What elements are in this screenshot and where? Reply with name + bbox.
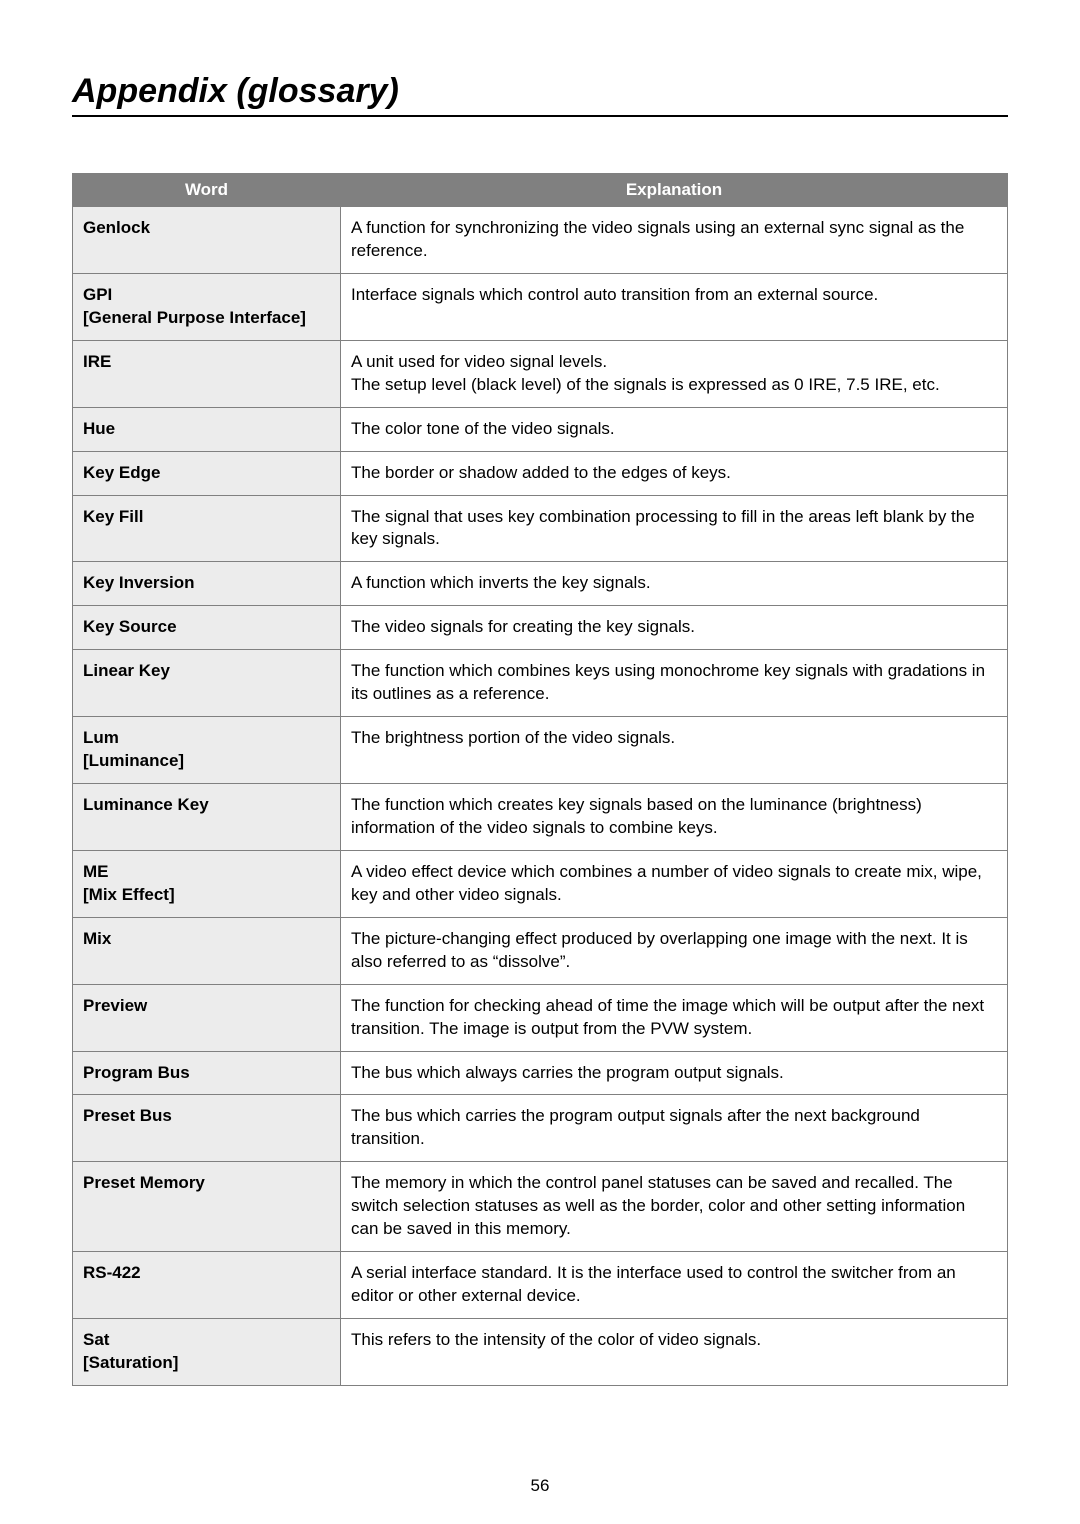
definition-cell: The bus which carries the program output… <box>341 1095 1008 1162</box>
term-cell: Key Fill <box>73 495 341 562</box>
table-row: Mix The picture-changing effect produced … <box>73 917 1008 984</box>
term-text: RS-422 <box>83 1262 330 1285</box>
term-text: Linear Key <box>83 660 330 683</box>
page-title: Appendix (glossary) <box>72 72 1008 117</box>
table-row: Preset Memory The memory in which the con… <box>73 1162 1008 1252</box>
table-row: Preview The function for checking ahead o… <box>73 984 1008 1051</box>
definition-cell: The memory in which the control panel st… <box>341 1162 1008 1252</box>
term-cell: Linear Key <box>73 650 341 717</box>
term-cell: Key Inversion <box>73 562 341 606</box>
term-text: Key Fill <box>83 506 330 529</box>
term-sub: [Mix Effect] <box>83 884 330 907</box>
term-text: Key Source <box>83 616 330 639</box>
table-row: Lum[Luminance]The brightness portion of … <box>73 717 1008 784</box>
term-text: Mix <box>83 928 330 951</box>
table-row: Preset Bus The bus which carries the prog… <box>73 1095 1008 1162</box>
table-row: IRE A unit used for video signal levels. … <box>73 340 1008 407</box>
definition-cell: A unit used for video signal levels. The… <box>341 340 1008 407</box>
definition-cell: The color tone of the video signals. <box>341 407 1008 451</box>
term-text: Genlock <box>83 217 330 240</box>
definition-cell: A serial interface standard. It is the i… <box>341 1252 1008 1319</box>
table-row: RS-422 A serial interface standard. It is… <box>73 1252 1008 1319</box>
definition-cell: The signal that uses key combination pro… <box>341 495 1008 562</box>
term-text: Preset Memory <box>83 1172 330 1195</box>
definition-cell: The function for checking ahead of time … <box>341 984 1008 1051</box>
term-text: IRE <box>83 351 330 374</box>
term-cell: Program Bus <box>73 1051 341 1095</box>
term-text: Key Edge <box>83 462 330 485</box>
term-cell: Sat[Saturation] <box>73 1319 341 1386</box>
table-row: Genlock A function for synchronizing the … <box>73 207 1008 274</box>
table-row: Hue The color tone of the video signals. <box>73 407 1008 451</box>
term-cell: GPI[General Purpose Interface] <box>73 273 341 340</box>
definition-cell: A function for synchronizing the video s… <box>341 207 1008 274</box>
term-cell: Mix <box>73 917 341 984</box>
term-cell: Preset Memory <box>73 1162 341 1252</box>
term-cell: RS-422 <box>73 1252 341 1319</box>
term-text: ME <box>83 861 330 884</box>
glossary-table: Word Explanation Genlock A function for s… <box>72 173 1008 1386</box>
definition-cell: This refers to the intensity of the colo… <box>341 1319 1008 1386</box>
term-cell: Key Edge <box>73 451 341 495</box>
term-cell: Preview <box>73 984 341 1051</box>
term-cell: Key Source <box>73 606 341 650</box>
definition-cell: Interface signals which control auto tra… <box>341 273 1008 340</box>
term-cell: ME[Mix Effect] <box>73 850 341 917</box>
table-row: Key Source The video signals for creating… <box>73 606 1008 650</box>
term-text: GPI <box>83 284 330 307</box>
term-text: Lum <box>83 727 330 750</box>
page-number: 56 <box>0 1476 1080 1496</box>
table-row: Luminance Key The function which creates … <box>73 784 1008 851</box>
term-text: Luminance Key <box>83 794 330 817</box>
table-row: Key Inversion A function which inverts th… <box>73 562 1008 606</box>
table-row: Key Edge The border or shadow added to th… <box>73 451 1008 495</box>
definition-cell: The function which combines keys using m… <box>341 650 1008 717</box>
term-sub: [Luminance] <box>83 750 330 773</box>
table-row: Linear Key The function which combines ke… <box>73 650 1008 717</box>
table-row: GPI[General Purpose Interface]Interface … <box>73 273 1008 340</box>
header-explanation: Explanation <box>341 174 1008 207</box>
term-text: Preset Bus <box>83 1105 330 1128</box>
term-cell: Luminance Key <box>73 784 341 851</box>
term-cell: IRE <box>73 340 341 407</box>
table-row: Program Bus The bus which always carries … <box>73 1051 1008 1095</box>
header-word: Word <box>73 174 341 207</box>
definition-cell: The picture-changing effect produced by … <box>341 917 1008 984</box>
term-cell: Lum[Luminance] <box>73 717 341 784</box>
table-row: Key Fill The signal that uses key combina… <box>73 495 1008 562</box>
definition-cell: The bus which always carries the program… <box>341 1051 1008 1095</box>
term-sub: [General Purpose Interface] <box>83 307 330 330</box>
term-cell: Hue <box>73 407 341 451</box>
term-text: Program Bus <box>83 1062 330 1085</box>
term-text: Key Inversion <box>83 572 330 595</box>
term-cell: Preset Bus <box>73 1095 341 1162</box>
table-header-row: Word Explanation <box>73 174 1008 207</box>
definition-cell: A function which inverts the key signals… <box>341 562 1008 606</box>
definition-cell: A video effect device which combines a n… <box>341 850 1008 917</box>
table-row: Sat[Saturation]This refers to the intens… <box>73 1319 1008 1386</box>
definition-cell: The video signals for creating the key s… <box>341 606 1008 650</box>
term-sub: [Saturation] <box>83 1352 330 1375</box>
term-text: Sat <box>83 1329 330 1352</box>
definition-cell: The brightness portion of the video sign… <box>341 717 1008 784</box>
term-cell: Genlock <box>73 207 341 274</box>
term-text: Hue <box>83 418 330 441</box>
definition-cell: The function which creates key signals b… <box>341 784 1008 851</box>
term-text: Preview <box>83 995 330 1018</box>
table-row: ME[Mix Effect]A video effect device whic… <box>73 850 1008 917</box>
definition-cell: The border or shadow added to the edges … <box>341 451 1008 495</box>
